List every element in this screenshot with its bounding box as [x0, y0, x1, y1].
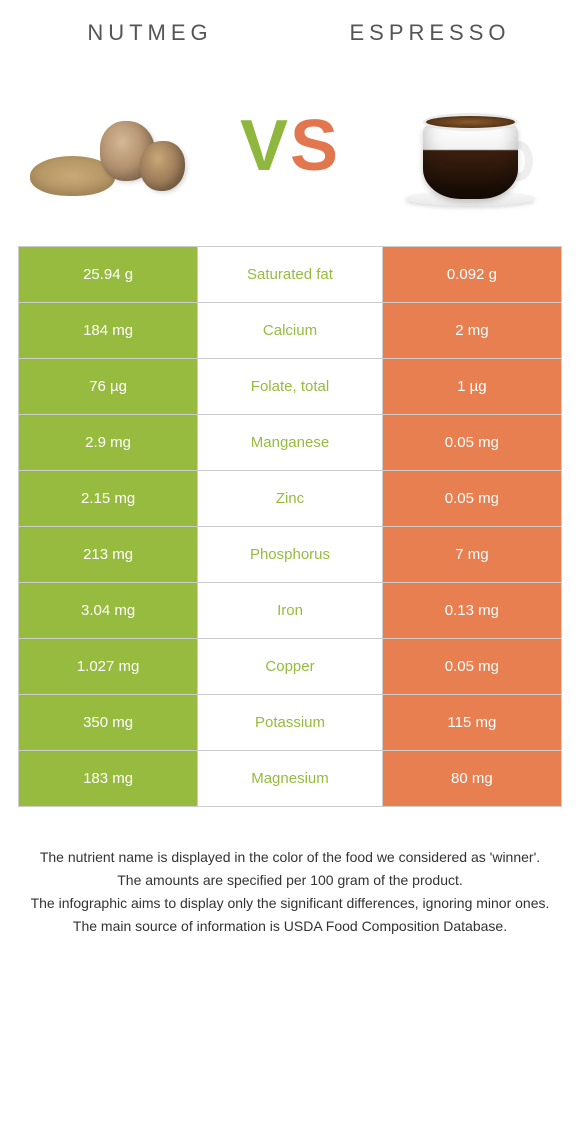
table-row: 3.04 mgIron0.13 mg: [19, 583, 562, 639]
footer-line-1: The nutrient name is displayed in the co…: [30, 847, 550, 868]
table-row: 76 µgFolate, total1 µg: [19, 359, 562, 415]
left-value: 213 mg: [19, 527, 198, 582]
right-value: 0.092 g: [383, 247, 562, 302]
right-value: 1 µg: [383, 359, 562, 414]
left-value: 350 mg: [19, 695, 198, 750]
footer-line-3: The infographic aims to display only the…: [30, 893, 550, 914]
nutrient-label: Iron: [198, 583, 383, 638]
footer-notes: The nutrient name is displayed in the co…: [0, 807, 580, 959]
left-value: 2.15 mg: [19, 471, 198, 526]
table-row: 25.94 gSaturated fat0.092 g: [19, 247, 562, 303]
right-value: 80 mg: [383, 751, 562, 806]
header: Nutmeg Espresso: [0, 0, 580, 56]
left-value: 184 mg: [19, 303, 198, 358]
nutrient-label: Saturated fat: [198, 247, 383, 302]
nutrient-label: Phosphorus: [198, 527, 383, 582]
espresso-image: [390, 76, 550, 216]
table-row: 1.027 mgCopper0.05 mg: [19, 639, 562, 695]
footer-line-2: The amounts are specified per 100 gram o…: [30, 870, 550, 891]
images-row: VS: [0, 56, 580, 246]
table-row: 213 mgPhosphorus7 mg: [19, 527, 562, 583]
table-row: 184 mgCalcium2 mg: [19, 303, 562, 359]
left-value: 1.027 mg: [19, 639, 198, 694]
comparison-table: 25.94 gSaturated fat0.092 g184 mgCalcium…: [18, 246, 562, 807]
left-food-title: Nutmeg: [24, 20, 276, 46]
right-value: 0.05 mg: [383, 471, 562, 526]
left-value: 3.04 mg: [19, 583, 198, 638]
right-value: 2 mg: [383, 303, 562, 358]
right-value: 0.05 mg: [383, 639, 562, 694]
footer-line-4: The main source of information is USDA F…: [30, 916, 550, 937]
nutrient-label: Folate, total: [198, 359, 383, 414]
left-value: 25.94 g: [19, 247, 198, 302]
right-value: 0.05 mg: [383, 415, 562, 470]
nutrient-label: Calcium: [198, 303, 383, 358]
nutrient-label: Magnesium: [198, 751, 383, 806]
nutrient-label: Potassium: [198, 695, 383, 750]
nutrient-label: Copper: [198, 639, 383, 694]
table-row: 2.15 mgZinc0.05 mg: [19, 471, 562, 527]
table-row: 2.9 mgManganese0.05 mg: [19, 415, 562, 471]
nutrient-label: Zinc: [198, 471, 383, 526]
vs-s: S: [290, 106, 340, 186]
vs-v: V: [240, 106, 290, 186]
right-value: 7 mg: [383, 527, 562, 582]
table-row: 183 mgMagnesium80 mg: [19, 751, 562, 807]
left-value: 2.9 mg: [19, 415, 198, 470]
left-value: 76 µg: [19, 359, 198, 414]
right-value: 115 mg: [383, 695, 562, 750]
vs-label: VS: [240, 105, 340, 187]
right-value: 0.13 mg: [383, 583, 562, 638]
right-food-title: Espresso: [304, 20, 556, 46]
nutmeg-image: [30, 76, 190, 216]
nutrient-label: Manganese: [198, 415, 383, 470]
left-value: 183 mg: [19, 751, 198, 806]
table-row: 350 mgPotassium115 mg: [19, 695, 562, 751]
